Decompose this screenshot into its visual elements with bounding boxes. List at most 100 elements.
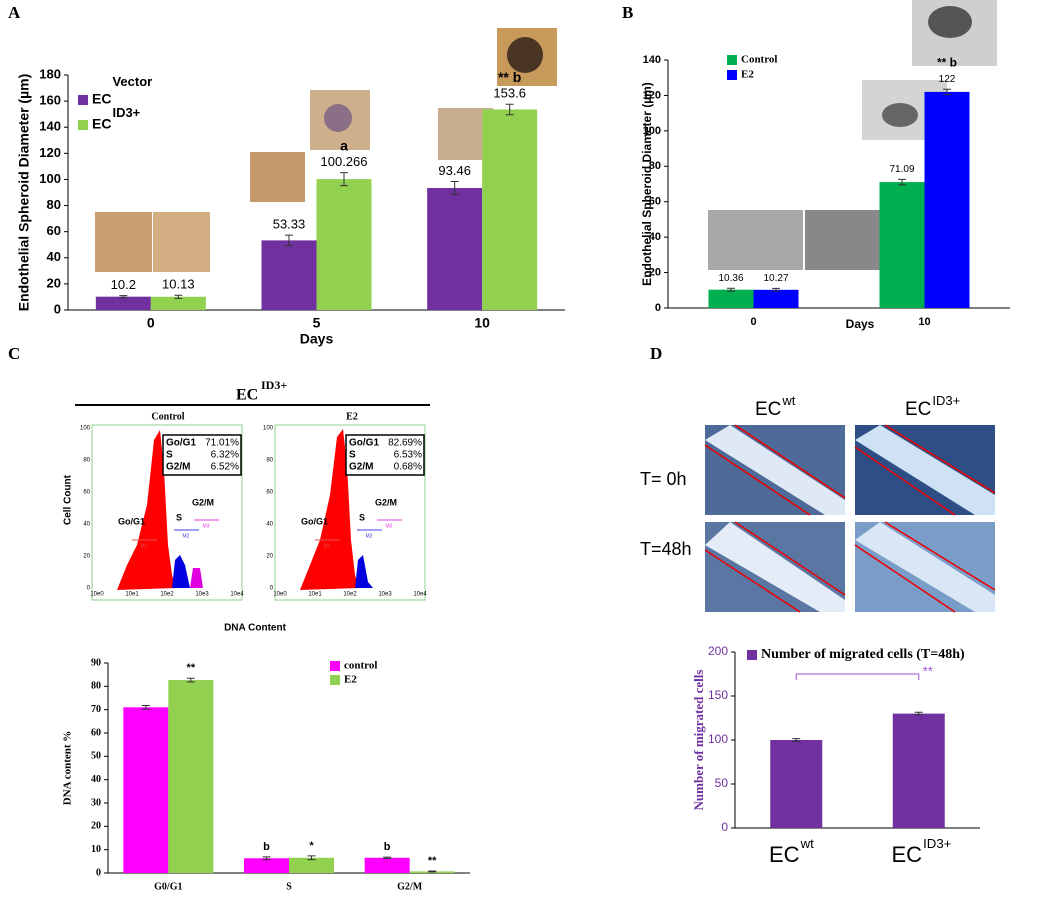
flow-x-tick: 10e2 [343,592,357,598]
gate-label: G2/M [375,497,397,507]
legend-swatch [727,55,737,65]
flow-y-tick: 40 [266,522,273,528]
legend-swatch [78,95,88,105]
bar [892,713,945,828]
flow-x-label: DNA Content [224,623,287,634]
stats-phase: Go/G1 [349,438,379,449]
value-label: 10.27 [763,273,788,284]
x-tick-label: 0 [147,315,155,331]
error-bar [186,677,195,683]
error-bar [505,103,514,116]
error-bar [285,234,293,247]
row-label: T=48h [640,539,692,559]
bar [316,179,372,310]
stats-phase: G2/M [166,462,190,473]
significance: ** b [937,55,957,69]
flow-x-tick: 10e0 [273,592,287,598]
error-bar [914,711,923,716]
y-tick-label: 50 [91,751,101,762]
flow-cytometry: EC ID3+ Control E2 Cell Count DNA Conten… [63,378,430,634]
error-bar [450,180,459,196]
panel-label: B [622,3,633,22]
error-bar [428,870,437,873]
x-tick-label: G0/G1 [154,881,182,892]
significance: b [263,841,270,853]
y-tick-label: 20 [91,821,101,832]
error-bar [307,855,316,861]
migration-images: T= 0h T=48h [640,424,996,613]
x-tick-label: 10 [474,315,490,331]
bar [482,109,538,310]
error-bar [383,856,392,859]
bar [427,187,483,310]
flow-frame [91,424,243,601]
legend-label: EC [92,91,111,107]
y-tick-label: 10 [91,844,101,855]
error-bar [174,294,183,299]
flow-title-sup: ID3+ [261,378,287,392]
y-tick-label: 180 [39,66,61,81]
error-bar [119,295,128,299]
y-axis-label: DNA content % [62,731,74,806]
y-tick-label: 60 [47,223,61,238]
y-tick-label: 100 [643,125,661,137]
stats-percent: 6.53% [394,450,422,461]
y-tick-label: 0 [96,867,101,878]
flow-panel-title: Control [151,411,184,422]
stats-percent: 71.01% [205,438,239,449]
y-tick-label: 80 [649,160,661,172]
value-label: 122 [939,74,956,85]
x-tick-label: S [286,881,292,892]
y-tick-label: 40 [649,231,661,243]
legend-label: E2 [741,69,754,81]
x-tick-label: 10 [918,316,930,328]
error-bar [772,287,780,292]
column-label-sup: ID3+ [932,393,960,408]
y-tick-label: 100 [39,171,61,186]
flow-y-tick: 40 [83,522,90,528]
gate-marker-label: M3 [386,523,393,529]
gate-marker-label: M1 [141,543,148,549]
value-label: 10.13 [162,277,195,292]
column-label-sup: wt [781,393,795,408]
value-label: 53.33 [273,217,306,232]
y-axis-label: Endothelial Spheroid Diameter (µm) [640,82,654,286]
stats-phase: G2/M [349,462,373,473]
s-histogram [172,555,190,588]
y-tick-label: 80 [47,197,61,212]
flow-x-tick: 10e4 [413,592,427,598]
gate-label: Go/G1 [301,516,328,526]
bar [708,289,754,308]
flow-frame [274,424,426,601]
error-bar [792,738,801,742]
legend-label: control [344,660,377,672]
g2m-histogram [190,568,203,588]
value-label: 10.2 [111,277,136,292]
flow-x-tick: 10e2 [160,592,174,598]
value-label: 93.46 [438,163,471,178]
legend-swatch [330,675,340,685]
y-tick-label: 100 [708,732,728,746]
significance: * [309,840,314,852]
flow-y-tick: 60 [83,490,90,496]
bar [753,289,799,308]
error-bar [727,287,735,292]
significance: b [384,841,391,853]
flow-title: EC [236,387,258,404]
gate-label: G2/M [192,497,214,507]
row-label: T= 0h [640,469,687,489]
legend-swatch [747,650,757,660]
bar [95,296,151,310]
gate-label: Go/G1 [118,516,145,526]
bar [289,857,334,873]
flow-y-tick: 0 [270,586,274,592]
column-label: EC [905,399,931,420]
y-tick-label: 40 [91,774,101,785]
flow-y-tick: 80 [266,458,273,464]
s-histogram [355,555,373,588]
significance-bracket [795,673,920,680]
bar [123,707,169,873]
